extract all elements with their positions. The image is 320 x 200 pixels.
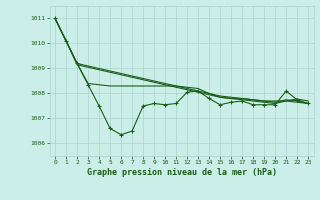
X-axis label: Graphe pression niveau de la mer (hPa): Graphe pression niveau de la mer (hPa) — [87, 168, 276, 177]
